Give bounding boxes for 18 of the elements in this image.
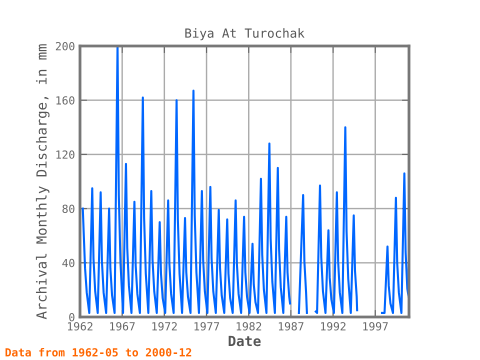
x-tick-label: 1982 [236, 322, 262, 331]
y-tick-label: 0 [69, 313, 74, 322]
y-tick-label: 160 [56, 96, 74, 105]
x-tick-label: 1972 [152, 322, 177, 331]
x-tick-label: 1977 [194, 322, 220, 331]
y-axis-title: Archival Monthly Discharge, in mm [36, 44, 50, 320]
y-tick-label: 40 [62, 258, 74, 268]
x-tick-label: 1997 [363, 322, 388, 331]
x-axis-title: Date [228, 336, 261, 346]
x-tick-label: 1962 [68, 322, 92, 331]
x-tick-label: 1992 [321, 322, 346, 331]
y-tick-label: 200 [56, 42, 74, 50]
y-tick-label: 120 [56, 150, 74, 159]
x-tick-label: 1987 [278, 322, 304, 331]
text: Data from 1962-05 to 2000-12 [6, 348, 192, 357]
y-tick-label: 80 [62, 204, 74, 214]
chart-title: Biya At Turochak [185, 28, 305, 40]
x-tick-label: 1967 [110, 322, 135, 331]
